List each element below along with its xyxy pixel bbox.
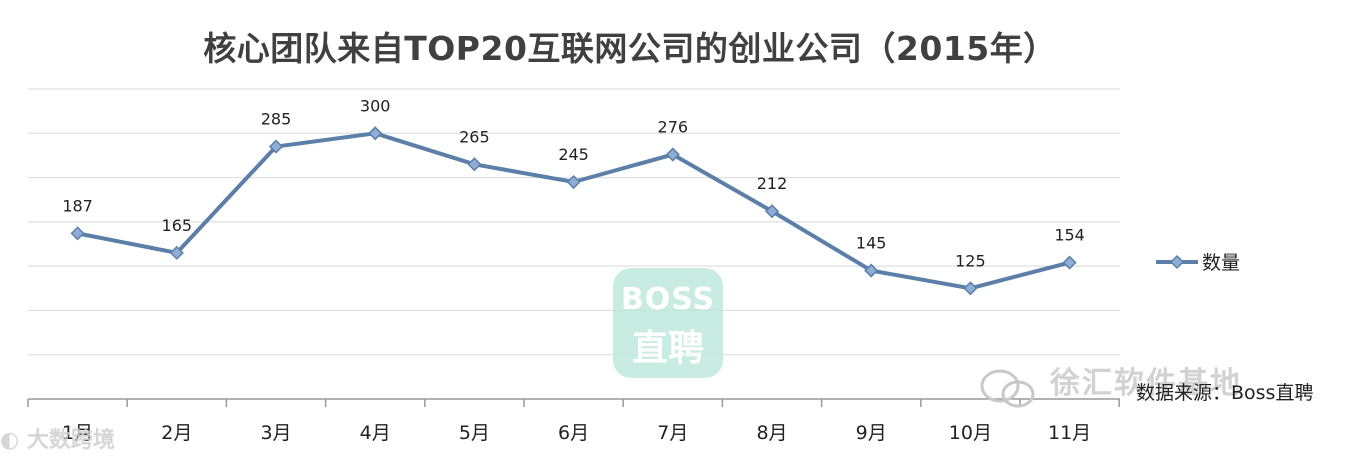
data-point-marker xyxy=(368,126,383,141)
data-label: 265 xyxy=(459,127,490,146)
legend-label: 数量 xyxy=(1202,252,1240,274)
data-point-marker xyxy=(764,204,780,219)
wechat-icon xyxy=(980,369,1035,408)
corner-watermark: ◐ 大数跨境 xyxy=(0,422,115,454)
wechat-watermark-text: 徐汇软件基地 xyxy=(1050,366,1242,401)
data-label: 187 xyxy=(62,196,93,215)
legend-marker xyxy=(1169,254,1185,270)
x-tick-label: 9月 xyxy=(856,422,887,444)
data-point-marker xyxy=(665,147,680,162)
boss-logo-watermark: BOSS 直聘 xyxy=(613,268,723,378)
data-label: 285 xyxy=(261,110,292,129)
data-label: 245 xyxy=(558,145,589,164)
x-tick-label: 7月 xyxy=(657,422,688,444)
x-tick-label: 8月 xyxy=(756,422,787,444)
x-axis: 1月 2月 3月 4月 5月 6月 7月 8月 9月 10月 11月 xyxy=(27,398,1120,444)
x-tick-label: 11月 xyxy=(1048,422,1091,444)
wechat-watermark: 徐汇软件基地 xyxy=(978,358,1242,402)
corner-logo-icon: ◐ xyxy=(0,428,20,453)
x-tick-label: 2月 xyxy=(161,422,192,444)
legend: 数量 xyxy=(1156,252,1240,274)
data-point-marker xyxy=(566,174,581,190)
boss-logo-line2: 直聘 xyxy=(631,328,704,369)
data-point-marker xyxy=(1062,255,1077,270)
data-point-marker xyxy=(268,139,284,154)
x-tick-label: 1月 xyxy=(62,422,93,444)
data-point-marker xyxy=(963,281,978,296)
data-point-marker xyxy=(467,157,482,172)
data-label: 300 xyxy=(360,96,391,115)
x-tick-label: 10月 xyxy=(949,422,992,444)
data-label: 165 xyxy=(162,216,193,235)
data-label: 125 xyxy=(955,251,986,270)
source-note: 数据来源：Boss直聘 xyxy=(1136,382,1314,404)
boss-logo-line1: BOSS xyxy=(620,282,716,317)
data-label: 154 xyxy=(1054,226,1085,245)
x-tick-label: 4月 xyxy=(360,422,391,444)
chart-title: 核心团队来自TOP20互联网公司的创业公司（2015年） xyxy=(203,29,1057,68)
x-tick-label: 6月 xyxy=(558,422,589,444)
data-label: 145 xyxy=(856,234,887,253)
corner-watermark-text: 大数跨境 xyxy=(26,428,115,453)
data-label: 212 xyxy=(757,174,788,193)
x-tick-label: 3月 xyxy=(260,422,291,444)
data-label: 276 xyxy=(658,118,689,137)
data-point-marker xyxy=(864,263,879,278)
series-line: 187 165 285 300 265 245 276 212 145 125 154 xyxy=(62,96,1085,296)
data-point-marker xyxy=(169,245,184,260)
x-tick-label: 5月 xyxy=(459,422,490,444)
gridlines xyxy=(28,88,1120,356)
data-point-marker xyxy=(70,226,85,241)
